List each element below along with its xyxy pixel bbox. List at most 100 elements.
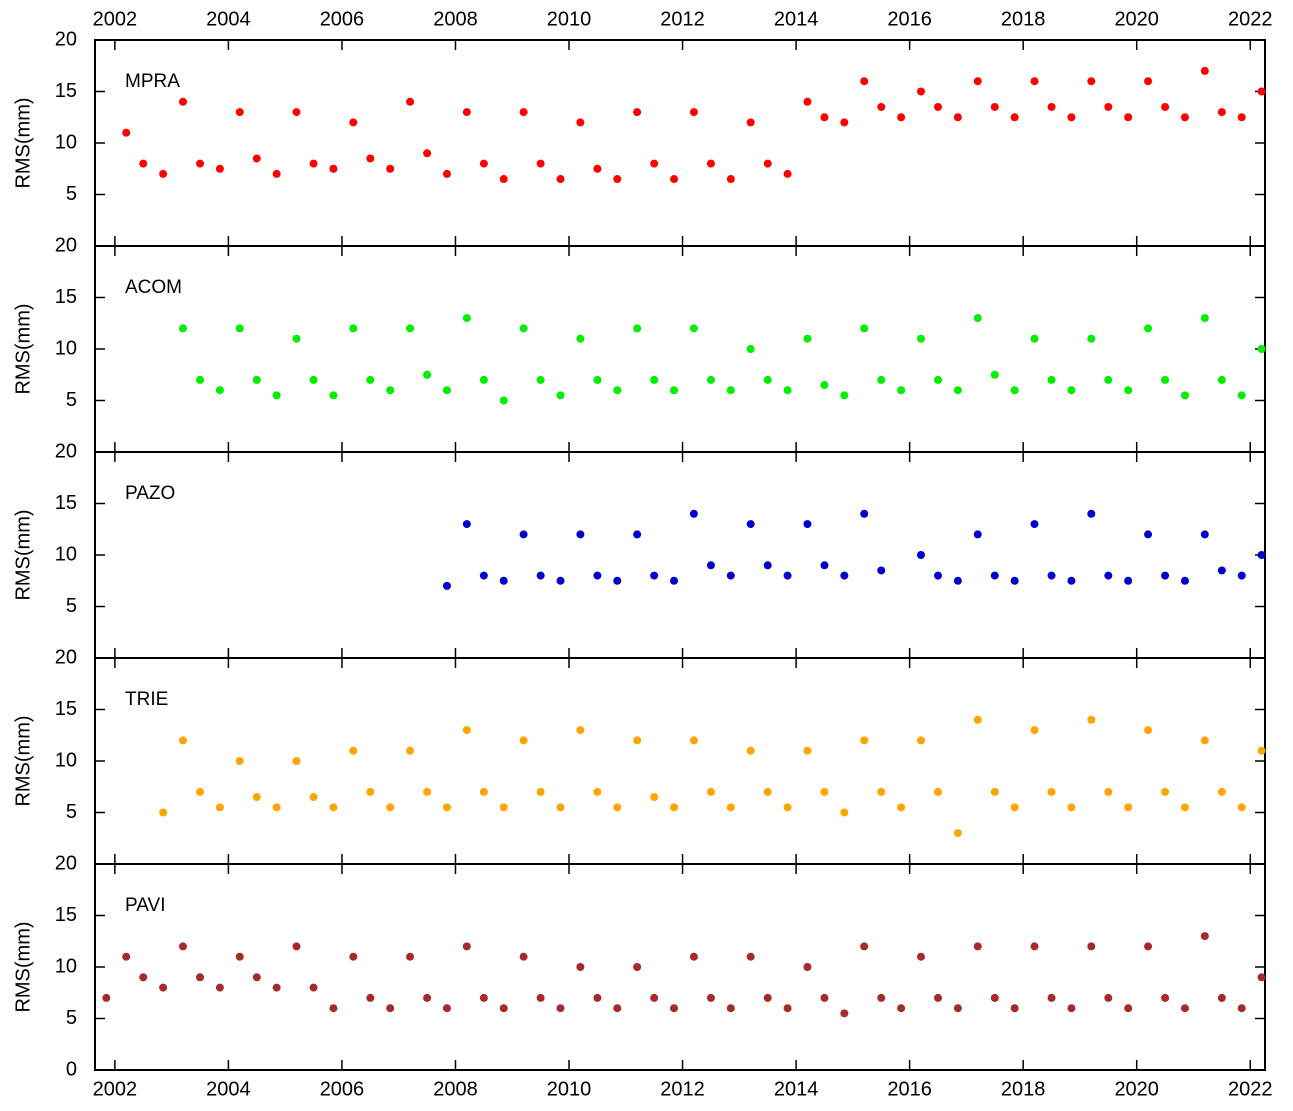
x-tick-label: 2022 [1228, 1078, 1273, 1100]
point [479, 787, 488, 796]
point [366, 154, 375, 163]
point [536, 787, 545, 796]
point [462, 726, 471, 735]
y-tick-label: 15 [55, 698, 77, 720]
point [953, 113, 962, 122]
point [860, 77, 869, 86]
point [462, 314, 471, 323]
point [423, 993, 432, 1002]
point [479, 571, 488, 580]
point [689, 736, 698, 745]
point [1257, 746, 1266, 755]
point [519, 108, 528, 117]
point [1030, 77, 1039, 86]
y-tick-label: 15 [55, 286, 77, 308]
point [102, 993, 111, 1002]
point [934, 571, 943, 580]
point [877, 102, 886, 111]
point [783, 571, 792, 580]
point [519, 736, 528, 745]
point [1124, 576, 1133, 585]
point [252, 973, 261, 982]
point [329, 391, 338, 400]
point [386, 164, 395, 173]
point [633, 963, 642, 971]
point [215, 803, 224, 812]
point [1010, 803, 1019, 812]
point [1217, 993, 1226, 1002]
x-tick-label: 2014 [774, 8, 819, 30]
station-label: ACOM [125, 277, 182, 298]
point [235, 108, 244, 117]
point [1257, 973, 1266, 982]
point [215, 164, 224, 173]
point [536, 159, 545, 168]
point [633, 736, 642, 745]
point [576, 334, 585, 343]
point [1161, 993, 1170, 1002]
point [803, 97, 812, 106]
point [178, 97, 187, 106]
point [556, 175, 565, 184]
y-tick-label: 15 [55, 904, 77, 926]
point [349, 118, 358, 127]
point [897, 803, 906, 812]
x-tick-label: 2010 [547, 1078, 592, 1100]
point [519, 530, 528, 539]
x-tick-label: 2012 [660, 1078, 705, 1100]
point [122, 128, 131, 137]
x-tick-label: 2004 [206, 8, 251, 30]
panel-frame [94, 657, 1266, 865]
point [1124, 113, 1133, 122]
point [366, 787, 375, 796]
point [309, 375, 318, 384]
point [196, 375, 205, 384]
point [916, 736, 925, 745]
point [1104, 993, 1113, 1002]
point [916, 334, 925, 343]
point [613, 175, 622, 184]
point [934, 993, 943, 1002]
point [990, 370, 999, 379]
point [783, 803, 792, 812]
point [1237, 1004, 1246, 1013]
y-tick-label: 5 [66, 183, 77, 205]
point [689, 952, 698, 961]
y-tick-label: 10 [55, 749, 77, 771]
y-axis-label: RMS(mm) [12, 303, 34, 394]
point [593, 993, 602, 1002]
point [650, 375, 659, 384]
point [329, 1004, 338, 1013]
point [803, 746, 812, 755]
point [1067, 113, 1076, 122]
point [990, 571, 999, 580]
panel-frame [94, 863, 1266, 1071]
point [122, 952, 131, 961]
point [783, 169, 792, 178]
station-label: TRIE [125, 689, 168, 710]
point [576, 118, 585, 127]
y-tick-label: 10 [55, 955, 77, 977]
point [272, 983, 281, 992]
point [272, 169, 281, 178]
point [423, 370, 432, 379]
point [442, 581, 451, 590]
y-tick-label: 0 [66, 1058, 77, 1080]
point [178, 324, 187, 333]
point [1161, 787, 1170, 796]
point [519, 952, 528, 961]
x-tick-label: 2008 [433, 8, 478, 30]
point [442, 803, 451, 812]
station-label: MPRA [125, 71, 180, 92]
point [897, 386, 906, 395]
point [252, 154, 261, 163]
y-tick-label: 5 [66, 389, 77, 411]
point [292, 942, 301, 951]
point [536, 571, 545, 580]
point [763, 159, 772, 168]
y-tick-label: 20 [55, 440, 77, 462]
point [746, 520, 755, 529]
point [953, 829, 962, 838]
point [973, 715, 982, 724]
